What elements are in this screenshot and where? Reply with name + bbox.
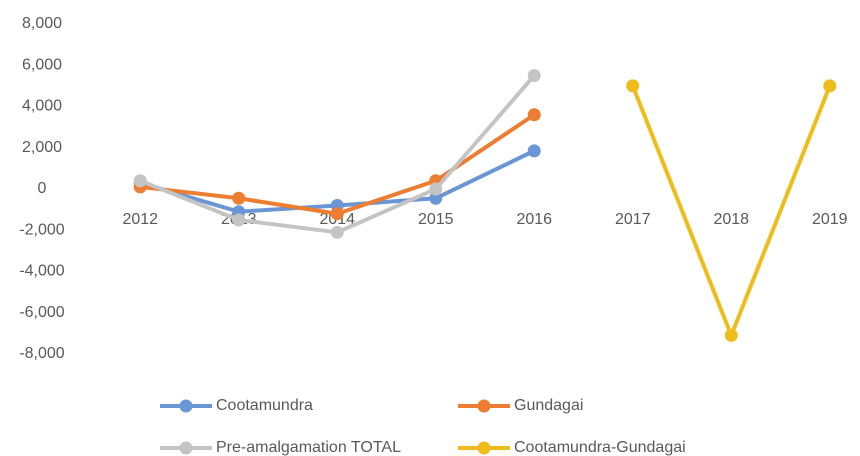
data-point [232,213,246,227]
y-tick-label: -4,000 [19,263,64,280]
data-point [626,79,640,93]
legend-label: Cootamundra-Gundagai [514,439,686,456]
legend-label: Pre-amalgamation TOTAL [216,439,401,456]
data-point [429,182,443,196]
x-tick-label: 2019 [812,211,848,228]
data-point [724,328,738,342]
x-tick-label: 2017 [615,211,651,228]
y-tick-label: -8,000 [19,345,64,362]
data-point [330,225,344,239]
legend-label: Cootamundra [216,397,313,414]
legend-label: Gundagai [514,397,583,414]
y-tick-label: 4,000 [22,98,62,115]
y-tick-label: 8,000 [22,15,62,32]
data-point [232,191,246,205]
y-tick-label: -6,000 [19,304,64,321]
y-tick-label: 6,000 [22,56,62,73]
legend-marker [179,399,193,413]
data-point [429,191,443,205]
data-point [330,207,344,221]
data-point [133,174,147,188]
data-point [823,79,837,93]
legend-marker [179,441,193,455]
data-point [527,144,541,158]
y-tick-label: -2,000 [19,221,64,238]
x-tick-label: 2015 [418,211,454,228]
data-point [527,108,541,122]
x-tick-label: 2016 [516,211,552,228]
legend-marker [477,399,491,413]
y-tick-label: 0 [38,180,47,197]
x-tick-label: 2018 [713,211,749,228]
data-point [527,69,541,83]
legend-marker [477,441,491,455]
x-tick-label: 2012 [122,211,158,228]
y-tick-label: 2,000 [22,139,62,156]
